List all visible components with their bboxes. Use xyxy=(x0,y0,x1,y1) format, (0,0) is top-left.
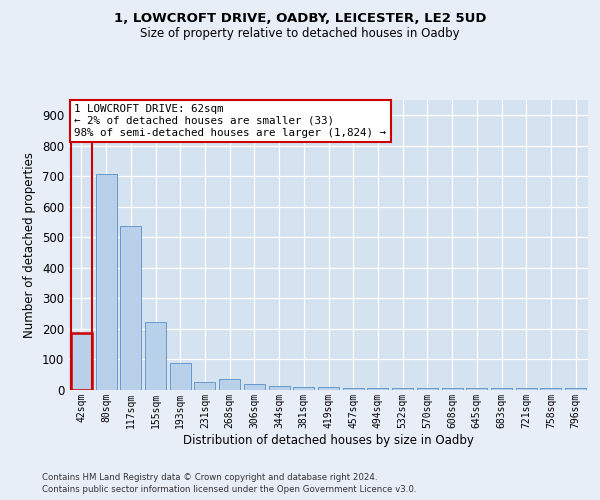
Bar xyxy=(417,388,438,390)
Bar xyxy=(219,379,240,390)
Bar xyxy=(145,322,166,390)
Bar xyxy=(170,362,191,390)
Text: 1, LOWCROFT DRIVE, OADBY, LEICESTER, LE2 5UD: 1, LOWCROFT DRIVE, OADBY, LEICESTER, LE2… xyxy=(114,12,486,26)
Bar xyxy=(318,386,339,390)
Bar xyxy=(343,388,364,390)
Text: Contains HM Land Registry data © Crown copyright and database right 2024.: Contains HM Land Registry data © Crown c… xyxy=(42,472,377,482)
Text: Contains public sector information licensed under the Open Government Licence v3: Contains public sector information licen… xyxy=(42,485,416,494)
Bar xyxy=(466,388,487,390)
Text: Size of property relative to detached houses in Oadby: Size of property relative to detached ho… xyxy=(140,28,460,40)
Bar xyxy=(565,388,586,390)
Bar xyxy=(541,388,562,390)
Y-axis label: Number of detached properties: Number of detached properties xyxy=(23,152,37,338)
Bar xyxy=(71,333,92,390)
X-axis label: Distribution of detached houses by size in Oadby: Distribution of detached houses by size … xyxy=(183,434,474,446)
Bar xyxy=(269,386,290,390)
Bar xyxy=(491,388,512,390)
Bar xyxy=(442,388,463,390)
Bar xyxy=(367,388,388,390)
Bar xyxy=(194,382,215,390)
Bar xyxy=(120,226,141,390)
Bar xyxy=(516,388,537,390)
Bar xyxy=(293,387,314,390)
Bar xyxy=(392,388,413,390)
Text: 1 LOWCROFT DRIVE: 62sqm
← 2% of detached houses are smaller (33)
98% of semi-det: 1 LOWCROFT DRIVE: 62sqm ← 2% of detached… xyxy=(74,104,386,138)
Bar xyxy=(95,174,116,390)
Bar xyxy=(244,384,265,390)
